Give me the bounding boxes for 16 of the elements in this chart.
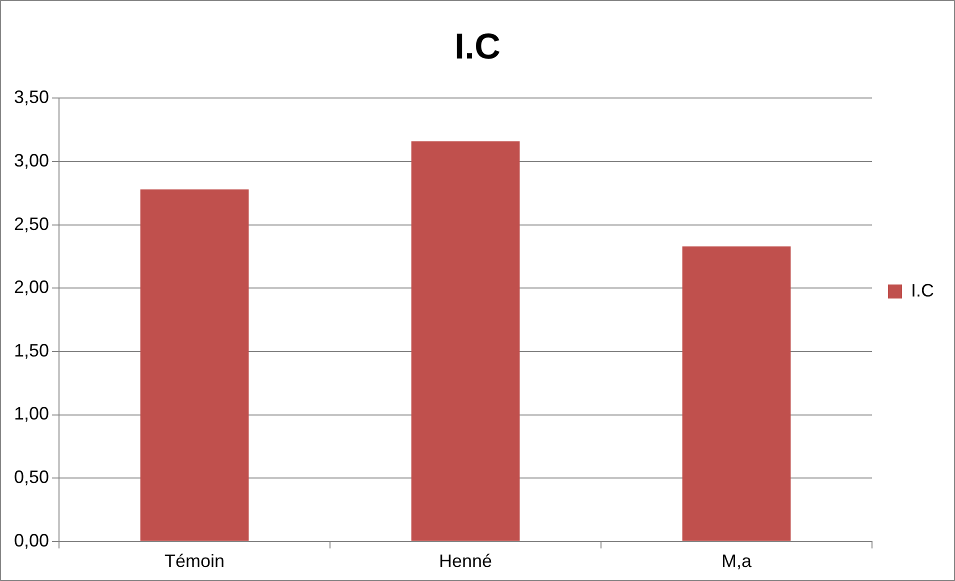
x-tick-label: M,a	[721, 551, 752, 572]
y-tick-label: 1,00	[14, 404, 50, 424]
y-tick-label: 2,50	[14, 214, 50, 234]
y-tick-label: 0,50	[14, 467, 50, 488]
x-tick-label: Témoin	[164, 551, 225, 572]
chart-title: I.C	[454, 26, 501, 67]
x-tick-label: Henné	[438, 551, 492, 572]
y-tick-label: 2,00	[14, 277, 50, 298]
y-tick-label: 3,50	[14, 87, 50, 108]
bar	[411, 141, 520, 541]
legend-label: I.C	[911, 280, 934, 300]
bar	[140, 189, 249, 541]
y-tick-label: 3,00	[14, 150, 50, 170]
y-tick-label: 1,50	[14, 340, 50, 360]
bar	[682, 246, 791, 541]
y-tick-label: 0,00	[14, 530, 50, 550]
